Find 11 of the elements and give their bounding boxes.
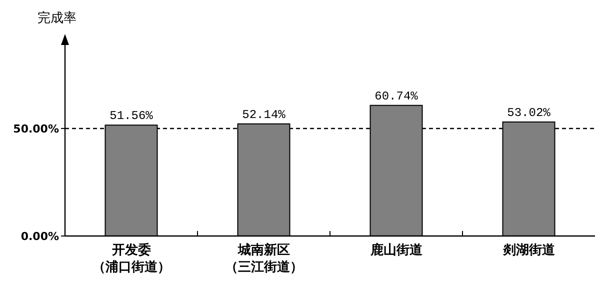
y-tick-label: 50.00% <box>13 122 59 136</box>
x-tick-label: 剡湖街道 <box>502 243 556 258</box>
x-tick-label: 开发委（浦口街道） <box>92 242 170 275</box>
data-label: 51.56% <box>110 109 154 124</box>
data-label: 53.02% <box>507 106 552 120</box>
x-tick-label: 鹿山街道 <box>369 242 424 258</box>
y-tick-label: 0.00% <box>20 230 59 243</box>
data-label: 60.74% <box>374 89 419 104</box>
y-axis-title: 完成率 <box>38 10 76 26</box>
x-tick-label: 城南新区（三江街道） <box>224 242 303 275</box>
data-label: 52.14% <box>242 108 286 122</box>
